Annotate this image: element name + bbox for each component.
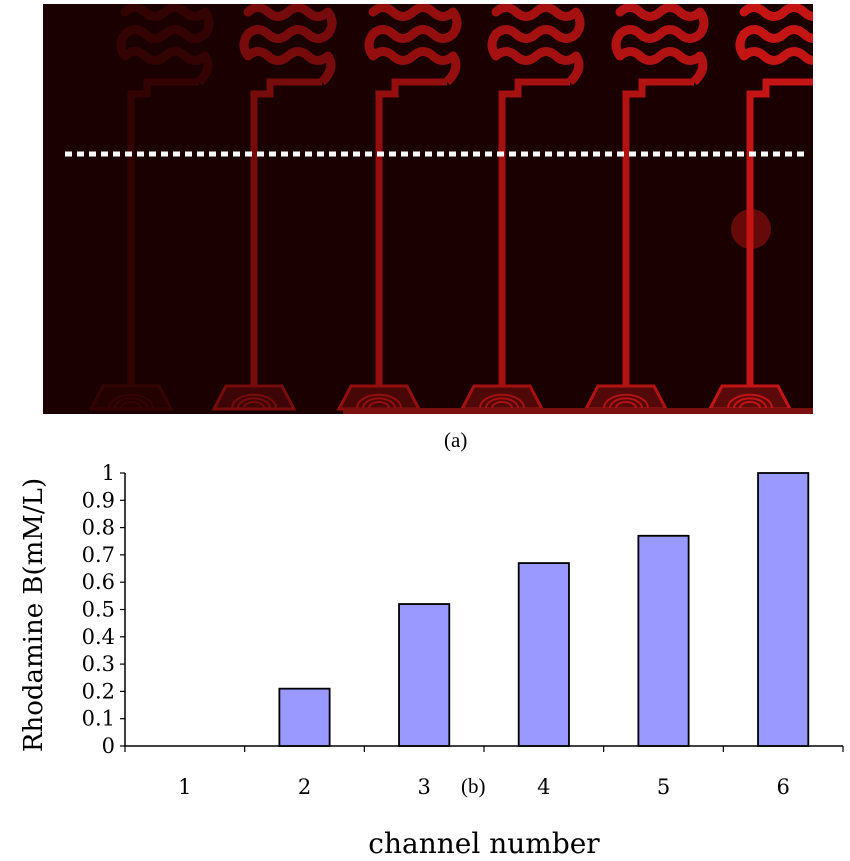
panel-label-b: (b): [461, 774, 486, 798]
x-axis-label: channel number: [368, 827, 600, 860]
fluorescence-micrograph: [43, 4, 813, 414]
y-tick-label: 0: [102, 734, 115, 758]
bar-channel-4: [517, 562, 570, 747]
x-tick-label: 1: [178, 775, 191, 799]
microchannels: [88, 4, 813, 414]
y-tick-label: 0.6: [82, 570, 115, 594]
y-tick-label: 0.4: [82, 625, 115, 649]
y-tick-label: 0.1: [82, 707, 115, 731]
y-tick-label: 0.8: [82, 516, 115, 540]
microchannel: [211, 4, 337, 411]
panel-label-a: (a): [444, 428, 468, 452]
x-tick-label: 2: [298, 775, 311, 799]
x-tick-label: 3: [417, 775, 430, 799]
micrograph-background: [43, 4, 813, 414]
bubble-artifact: [731, 209, 771, 249]
microchannel: [707, 4, 813, 411]
x-tick-label: 5: [657, 775, 670, 799]
bottom-manifold: [343, 408, 813, 414]
bar-channel-3: [398, 603, 451, 747]
y-tick-label: 0.9: [82, 488, 115, 512]
bar-channel-2: [278, 687, 331, 747]
y-tick-label: 0.2: [82, 679, 115, 703]
y-tick-label: 1: [102, 461, 115, 485]
microchannel: [336, 4, 462, 411]
x-tick-label: 4: [537, 775, 550, 799]
microchannel: [88, 4, 214, 411]
bar-chart: 0 0.1 0.2 0.3 0.4 0.5 0.6 0.7 0.8 0.9 1 1 2 3 4 5 6 Rho…: [19, 461, 844, 860]
y-tick-label: 0.5: [82, 598, 115, 622]
y-tick-label: 0.3: [82, 652, 115, 676]
x-tick-label: 6: [776, 775, 789, 799]
bar-series: [278, 472, 810, 747]
y-axis-label: Rhodamine B(mM/L): [19, 478, 49, 752]
bar-channel-6: [757, 472, 810, 747]
y-axis: 0 0.1 0.2 0.3 0.4 0.5 0.6 0.7 0.8 0.9 1: [82, 461, 126, 758]
x-axis: 1 2 3 4 5 6: [124, 745, 844, 799]
bar-channel-5: [637, 534, 690, 747]
microchannel: [459, 4, 585, 411]
y-tick-label: 0.7: [82, 543, 115, 567]
